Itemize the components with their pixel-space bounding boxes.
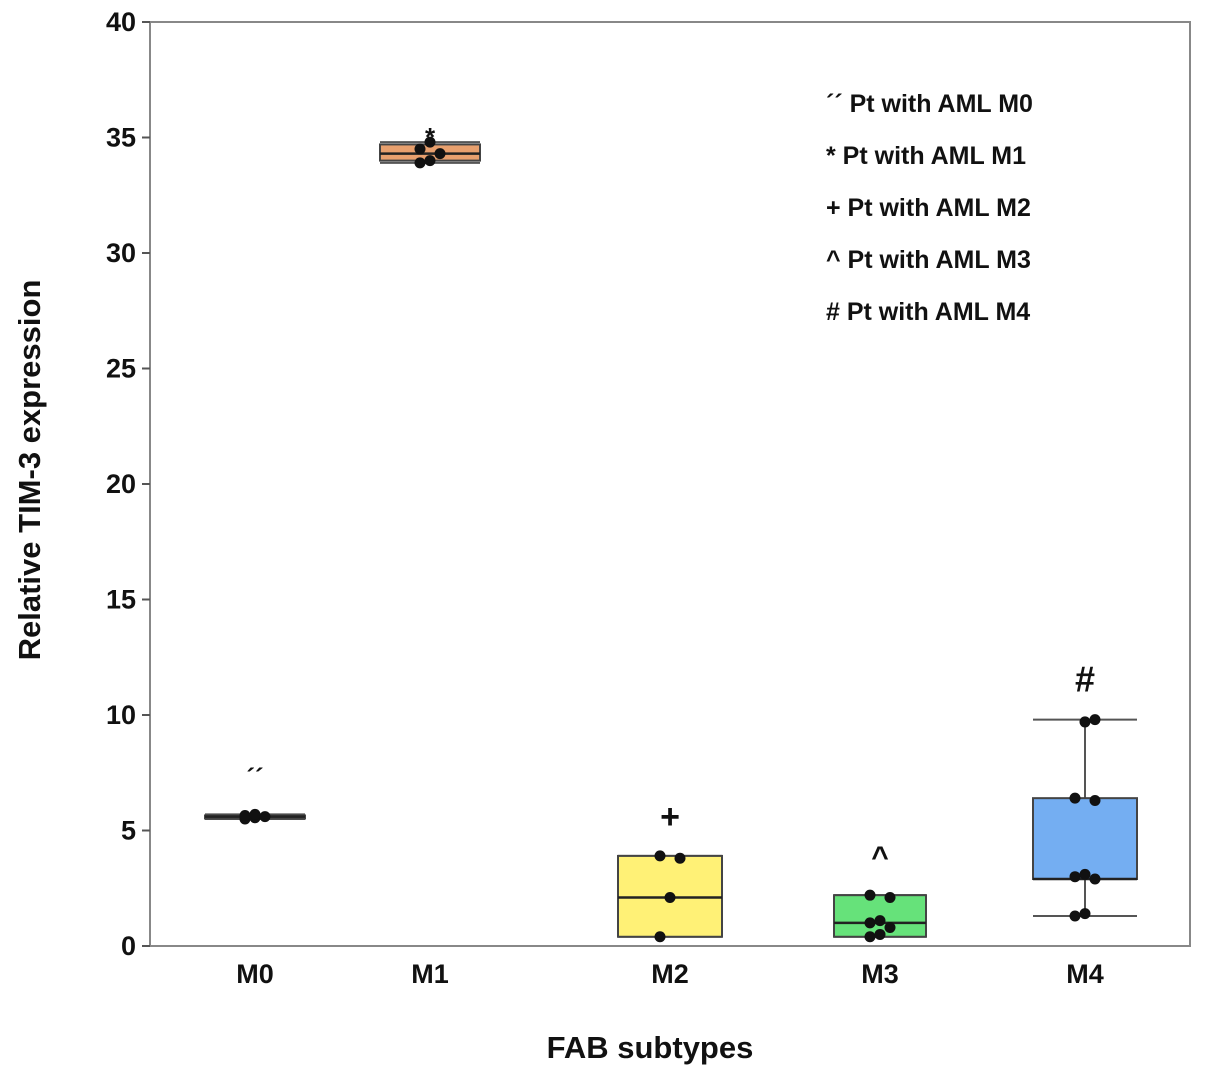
data-point — [1079, 908, 1091, 920]
data-point — [424, 155, 436, 167]
data-point — [874, 915, 886, 927]
box-group-m1 — [379, 136, 481, 169]
y-tick-label: 5 — [121, 816, 136, 846]
x-tick-label: M1 — [411, 959, 449, 989]
data-point — [1069, 871, 1081, 883]
data-point — [249, 808, 261, 820]
data-point — [1079, 868, 1091, 880]
box-group-m4 — [1032, 714, 1138, 922]
data-point — [664, 891, 676, 903]
data-point — [884, 922, 896, 934]
data-point — [1089, 873, 1101, 885]
group-marker-m1: * — [425, 122, 436, 152]
data-point — [1089, 794, 1101, 806]
y-tick-label: 35 — [106, 123, 136, 153]
x-axis: M0 M1 M2 M3 M4 — [236, 959, 1104, 989]
data-point — [434, 148, 446, 160]
data-point — [1069, 910, 1081, 922]
data-point — [259, 811, 271, 823]
x-tick-label: M0 — [236, 959, 274, 989]
y-tick-label: 25 — [106, 354, 136, 384]
data-point — [864, 889, 876, 901]
data-point — [1089, 714, 1101, 726]
y-tick-label: 10 — [106, 700, 136, 730]
data-point — [654, 931, 666, 943]
legend: ´´ Pt with AML M0 * Pt with AML M1 + Pt wi… — [826, 90, 1033, 326]
data-point — [414, 157, 426, 169]
data-point — [414, 143, 426, 155]
data-point — [654, 850, 666, 862]
group-marker-m4: # — [1075, 659, 1095, 700]
data-point — [864, 917, 876, 929]
y-tick-label: 40 — [106, 7, 136, 37]
x-tick-label: M3 — [861, 959, 899, 989]
data-point — [864, 931, 876, 943]
data-point — [424, 136, 436, 148]
legend-entry: # Pt with AML M4 — [826, 298, 1030, 326]
legend-entry: * Pt with AML M1 — [826, 142, 1026, 170]
y-tick-label: 0 — [121, 931, 136, 961]
x-tick-label: M2 — [651, 959, 689, 989]
box-group-m0 — [204, 808, 306, 825]
y-axis-title: Relative TIM-3 expression — [12, 280, 47, 661]
legend-entry: ´´ Pt with AML M0 — [826, 90, 1033, 118]
group-marker-m2: + — [660, 798, 680, 836]
box-series — [204, 136, 1138, 943]
y-tick-label: 15 — [106, 585, 136, 615]
box-group-m2 — [617, 850, 723, 943]
group-marker-m3: ^ — [871, 841, 889, 874]
data-point — [1079, 716, 1091, 728]
legend-entry: ^ Pt with AML M3 — [826, 246, 1031, 274]
x-axis-title: FAB subtypes — [547, 1030, 754, 1065]
y-tick-label: 30 — [106, 238, 136, 268]
x-tick-label: M4 — [1066, 959, 1104, 989]
y-tick-label: 20 — [106, 469, 136, 499]
data-point — [884, 891, 896, 903]
data-point — [674, 852, 686, 864]
group-markers: ´´ * + ^ # — [246, 122, 1095, 874]
data-point — [1069, 792, 1081, 804]
legend-entry: + Pt with AML M2 — [826, 194, 1031, 222]
y-axis: 0 5 10 15 20 25 30 35 40 — [106, 7, 150, 961]
data-point — [239, 809, 251, 821]
box-iqr — [1032, 797, 1138, 881]
box-group-m3 — [833, 889, 927, 943]
data-point — [874, 928, 886, 940]
group-marker-m0: ´´ — [246, 762, 263, 792]
